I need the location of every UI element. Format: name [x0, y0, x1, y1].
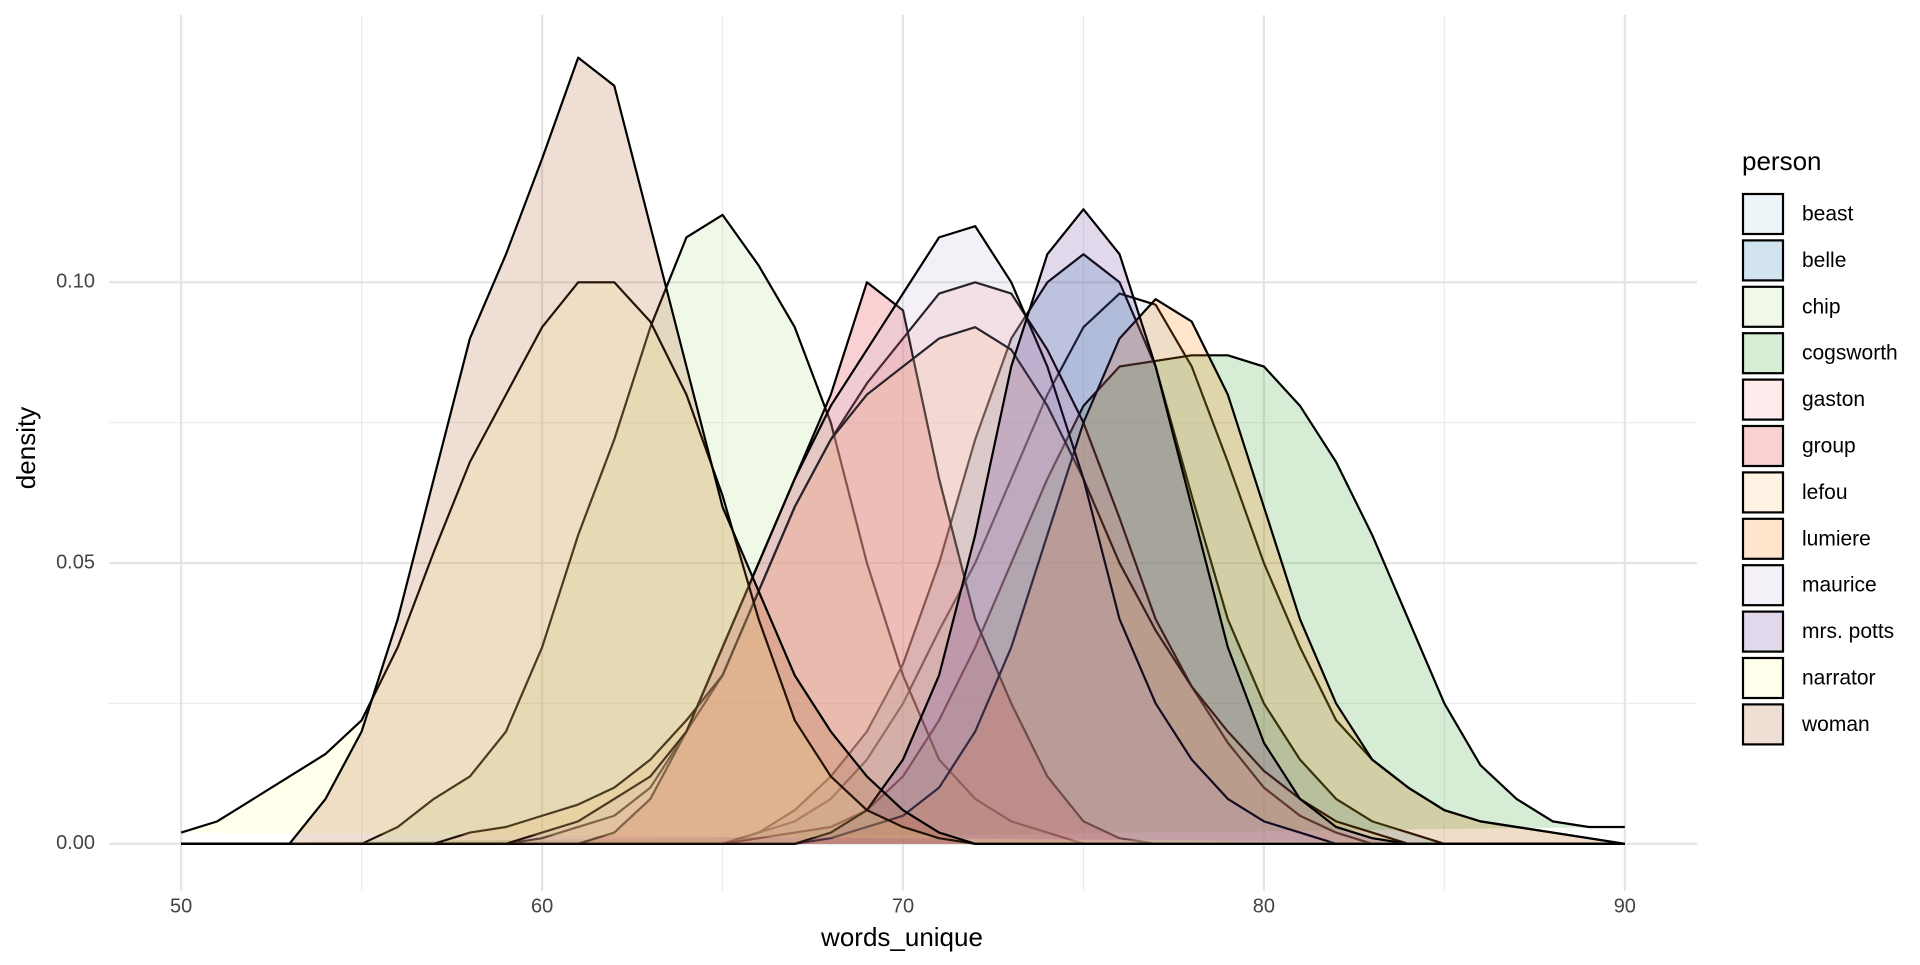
legend-label: mrs. potts: [1802, 620, 1894, 643]
legend-label: narrator: [1802, 667, 1876, 690]
legend-key: [1741, 332, 1785, 375]
legend-key-bg: [1742, 193, 1784, 235]
legend-key: [1741, 517, 1785, 560]
legend-key-bg: [1742, 517, 1784, 560]
y-tick-label: 0.05: [56, 551, 95, 573]
legend-label: chip: [1802, 295, 1841, 318]
legend-key: [1741, 471, 1785, 514]
legend-label: group: [1802, 435, 1856, 458]
legend-key: [1741, 656, 1785, 700]
y-axis-title: density: [11, 407, 41, 489]
y-tick-label: 0.10: [56, 271, 95, 293]
legend: beast belle chip cogsworth gaston group lefou l…: [1741, 192, 1898, 746]
legend-label: maurice: [1802, 574, 1877, 597]
legend-key: [1741, 192, 1785, 236]
x-axis-title: words_unique: [820, 922, 983, 952]
x-tick-label: 50: [170, 895, 192, 917]
legend-key-bg: [1742, 703, 1784, 746]
legend-label: beast: [1802, 203, 1854, 226]
legend-key-bg: [1742, 239, 1784, 282]
x-tick-label: 60: [531, 895, 553, 917]
legend-label: gaston: [1802, 388, 1865, 411]
legend-key-bg: [1742, 471, 1784, 514]
legend-key-bg: [1742, 610, 1784, 653]
legend-key-bg: [1742, 657, 1784, 699]
legend-key: [1741, 610, 1785, 653]
legend-key-bg: [1742, 332, 1784, 375]
legend-key: [1741, 378, 1785, 421]
legend-key-bg: [1742, 285, 1784, 328]
legend-label: belle: [1802, 249, 1846, 272]
legend-key: [1741, 703, 1785, 746]
densities: [180, 56, 1625, 845]
legend-key-bg: [1742, 378, 1784, 421]
legend-label: lefou: [1802, 481, 1848, 504]
legend-title: person: [1742, 146, 1822, 176]
legend-key: [1741, 424, 1785, 468]
legend-key: [1741, 564, 1785, 607]
legend-key: [1741, 239, 1785, 282]
legend-key-bg: [1742, 564, 1784, 607]
legend-key: [1741, 285, 1785, 328]
x-tick-label: 70: [892, 895, 914, 917]
density-area: [181, 208, 1625, 845]
legend-label: cogsworth: [1802, 342, 1898, 365]
legend-label: lumiere: [1802, 527, 1871, 550]
x-tick-label: 90: [1614, 895, 1636, 917]
density-area: [181, 56, 1625, 845]
y-tick-label: 0.00: [56, 832, 95, 854]
x-tick-label: 80: [1253, 895, 1275, 917]
legend-key-bg: [1742, 425, 1784, 467]
legend-label: woman: [1801, 713, 1870, 736]
